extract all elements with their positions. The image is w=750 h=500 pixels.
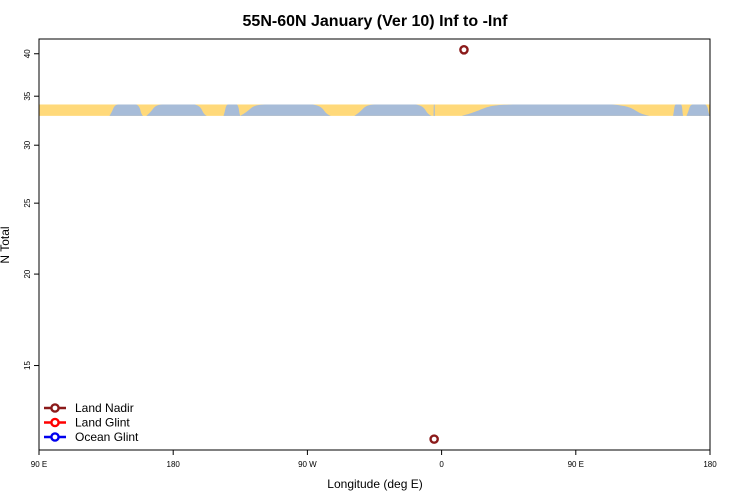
y-tick-label: 15 — [23, 361, 32, 370]
chart-title: 55N-60N January (Ver 10) Inf to -Inf — [243, 13, 509, 30]
data-point — [429, 434, 439, 444]
x-tick-label: 180 — [167, 460, 181, 469]
legend-swatch-marker — [50, 432, 60, 442]
y-tick-label: 20 — [23, 269, 32, 278]
y-axis-label: N Total — [0, 226, 12, 263]
y-tick-label: 35 — [23, 91, 32, 100]
legend-swatch-marker — [50, 417, 60, 428]
ocean-segment — [461, 104, 650, 116]
y-tick-label: 25 — [23, 198, 32, 207]
x-tick-label: 90 E — [568, 460, 584, 469]
x-tick-label: 180 — [703, 460, 717, 469]
legend-label: Land Nadir — [75, 401, 134, 415]
x-tick-label: 90 E — [31, 460, 47, 469]
x-tick-label: 90 W — [298, 460, 317, 469]
y-axis: 15 20 25 30 35 40 — [23, 49, 39, 370]
y-tick-label: 40 — [23, 49, 32, 58]
land-ocean-strip — [39, 104, 710, 116]
x-axis: 90 E 180 90 W 0 90 E 180 — [31, 450, 717, 469]
ocean-segment — [223, 104, 241, 116]
x-axis-label: Longitude (deg E) — [327, 477, 422, 491]
data-point — [459, 45, 469, 55]
x-tick-label: 0 — [439, 460, 444, 469]
legend-label: Ocean Glint — [75, 430, 139, 444]
legend-label: Land Glint — [75, 416, 130, 430]
ocean-segment — [240, 104, 331, 116]
data-points — [429, 45, 469, 444]
ocean-segment — [146, 104, 207, 116]
plot-frame — [38, 38, 711, 451]
legend-swatch-marker — [50, 403, 60, 413]
ocean-segment — [433, 104, 435, 116]
ocean-segment — [686, 104, 710, 116]
ocean-segment — [673, 104, 684, 116]
y-tick-label: 30 — [23, 140, 32, 149]
ocean-segment — [354, 104, 432, 116]
ocean-segment — [109, 104, 144, 116]
